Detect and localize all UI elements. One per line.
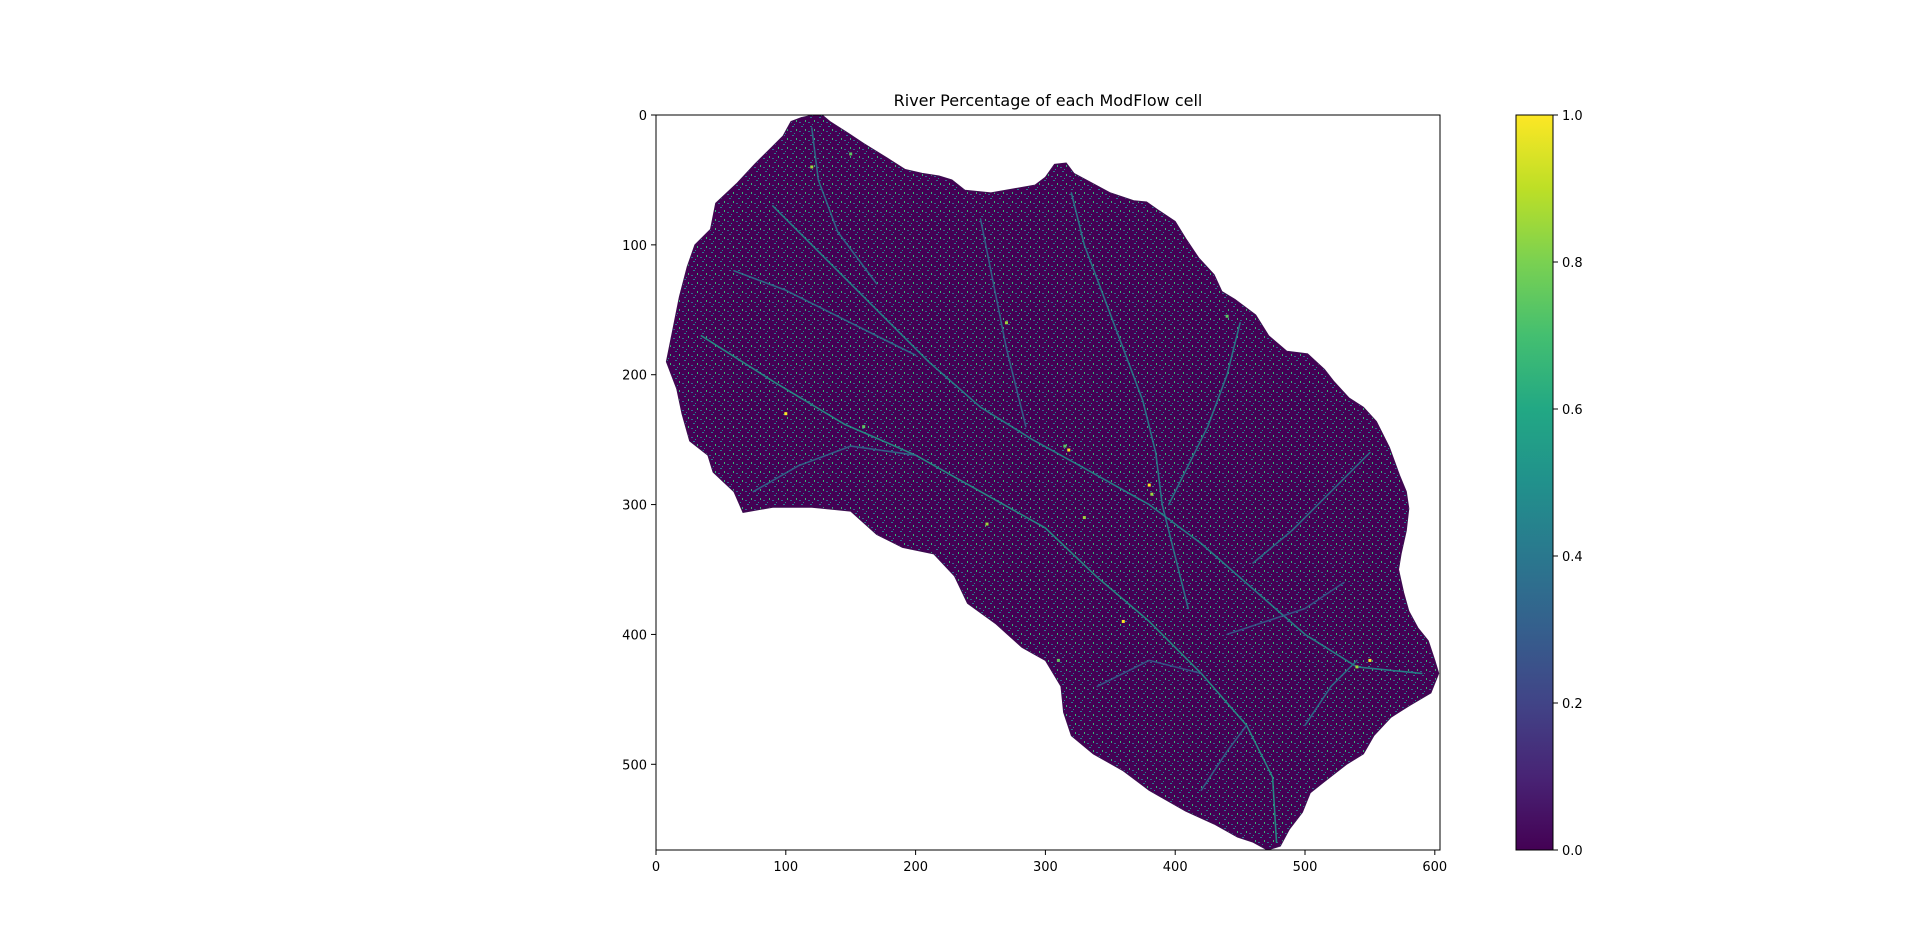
high-percentage-cell <box>1150 492 1154 496</box>
colorbar-tick-label: 0.8 <box>1562 256 1583 271</box>
river-channel <box>733 270 917 356</box>
x-tick-label: 300 <box>1033 860 1058 875</box>
high-percentage-cell <box>1082 516 1086 520</box>
heatmap-image <box>665 115 1440 850</box>
colorbar-tick-label: 0.2 <box>1562 697 1583 712</box>
x-tick-label: 0 <box>652 860 660 875</box>
y-axis: 0 100 200 300 400 500 <box>622 109 656 773</box>
high-percentage-cell <box>1277 334 1281 338</box>
colorbar-tick-label: 0.6 <box>1562 403 1583 418</box>
high-percentage-cell <box>1245 840 1249 844</box>
x-tick-label: 200 <box>903 860 928 875</box>
colorbar: 0.0 0.2 0.4 0.6 0.8 1.0 <box>1515 109 1583 859</box>
x-tick-label: 500 <box>1293 860 1318 875</box>
high-percentage-cell <box>1004 321 1008 325</box>
high-percentage-cell <box>1368 658 1372 662</box>
chart-title: River Percentage of each ModFlow cell <box>894 91 1203 110</box>
x-tick-label: 100 <box>773 860 798 875</box>
high-percentage-cell <box>784 412 788 416</box>
river-channel <box>1167 322 1241 506</box>
x-tick-label: 400 <box>1163 860 1188 875</box>
colorbar-tick-label: 1.0 <box>1562 109 1583 124</box>
high-percentage-cell <box>1355 665 1359 669</box>
river-channel <box>752 445 917 493</box>
river-network <box>700 127 1423 843</box>
high-percentage-cell <box>985 522 989 526</box>
colorbar-ticks: 0.0 0.2 0.4 0.6 0.8 1.0 <box>1553 109 1583 859</box>
high-percentage-cell <box>810 165 814 169</box>
river-channel <box>979 218 1027 428</box>
high-percentage-cell <box>849 152 853 156</box>
watershed-domain <box>665 115 1440 850</box>
high-percentage-cell <box>1147 483 1151 487</box>
high-percentage-cell <box>1056 658 1060 662</box>
river-channel <box>1096 659 1202 688</box>
x-tick-label: 600 <box>1422 860 1447 875</box>
high-percentage-cell <box>1121 619 1125 623</box>
river-channel <box>1252 451 1371 564</box>
river-channel <box>1200 724 1248 792</box>
river-channel <box>1226 581 1345 636</box>
y-tick-label: 300 <box>622 499 647 514</box>
colorbar-tick-label: 0.4 <box>1562 550 1583 565</box>
high-percentage-cell <box>1225 314 1229 318</box>
high-percentage-cell <box>1063 444 1067 448</box>
plot-frame <box>655 114 1441 851</box>
river-channel <box>700 335 1278 843</box>
colorbar-gradient <box>1515 114 1554 851</box>
river-channel <box>1304 659 1358 727</box>
y-tick-label: 100 <box>622 239 647 254</box>
river-channel <box>1070 192 1189 610</box>
high-percentage-cell <box>1067 448 1071 452</box>
y-tick-label: 400 <box>622 628 647 643</box>
y-tick-label: 500 <box>622 758 647 773</box>
colorbar-tick-label: 0.0 <box>1562 844 1583 859</box>
x-axis: 0 100 200 300 400 500 600 <box>652 850 1447 875</box>
y-tick-label: 200 <box>622 369 647 384</box>
river-channel <box>772 205 1423 675</box>
high-percentage-cell <box>862 425 866 429</box>
river-channel <box>811 127 878 285</box>
y-tick-label: 0 <box>639 109 647 124</box>
